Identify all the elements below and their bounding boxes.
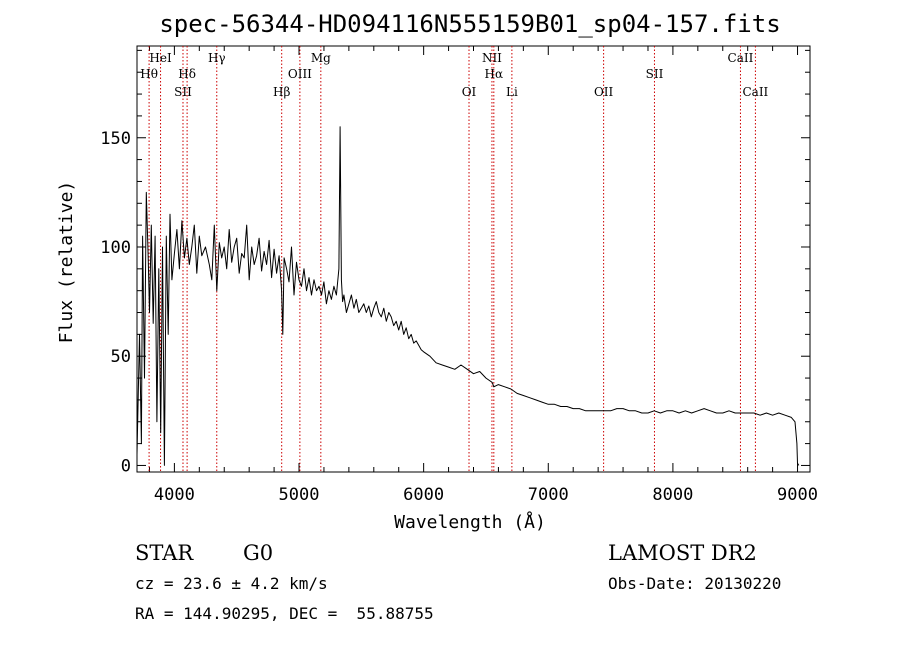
line-marker-label: SII bbox=[646, 67, 664, 81]
y-axis-label: Flux (relative) bbox=[56, 181, 77, 344]
x-tick-label: 7000 bbox=[528, 485, 569, 505]
line-marker-label: Mg bbox=[311, 51, 331, 65]
y-tick-label: 150 bbox=[100, 129, 131, 149]
chart-title: spec-56344-HD094116N555159B01_sp04-157.f… bbox=[159, 10, 780, 38]
line-marker-label: SII bbox=[174, 85, 192, 99]
line-marker-label: Li bbox=[506, 85, 518, 99]
y-tick-label: 0 bbox=[121, 456, 131, 476]
subclass-label: G0 bbox=[243, 541, 273, 565]
line-marker-label: Hθ bbox=[140, 67, 158, 81]
line-marker-label: Hα bbox=[485, 67, 504, 81]
obs-date-label: Obs-Date: 20130220 bbox=[608, 574, 781, 593]
line-marker-label: NII bbox=[482, 51, 502, 65]
line-marker-label: CaII bbox=[728, 51, 754, 65]
x-axis-label: Wavelength (Å) bbox=[394, 511, 546, 533]
line-marker-label: OII bbox=[594, 85, 614, 99]
y-tick-label: 100 bbox=[100, 238, 131, 258]
redshift-label: cz = 23.6 ± 4.2 km/s bbox=[135, 574, 328, 593]
line-marker-label: OIII bbox=[288, 67, 312, 81]
x-tick-label: 6000 bbox=[403, 485, 444, 505]
y-tick-label: 50 bbox=[111, 347, 131, 367]
object-class-label: STAR bbox=[135, 541, 194, 565]
x-tick-label: 9000 bbox=[777, 485, 818, 505]
axes: 4000 5000 6000 7000 8000 9000 0 50 100 150 bbox=[100, 45, 818, 505]
x-tick-label: 4000 bbox=[154, 485, 195, 505]
coordinates-label: RA = 144.90295, DEC = 55.88755 bbox=[135, 604, 434, 623]
line-marker-label: Hγ bbox=[208, 51, 226, 65]
line-marker-label: CaII bbox=[742, 85, 768, 99]
spectrum-line bbox=[136, 126, 800, 466]
line-marker-label: Hβ bbox=[273, 85, 290, 99]
line-marker-label: Hδ bbox=[178, 67, 196, 81]
survey-label: LAMOST DR2 bbox=[608, 541, 757, 565]
line-marker-label: HeI bbox=[149, 51, 172, 65]
x-tick-label: 8000 bbox=[652, 485, 693, 505]
line-marker-label: OI bbox=[462, 85, 477, 99]
x-tick-label: 5000 bbox=[279, 485, 320, 505]
spectrum-series bbox=[136, 126, 800, 466]
